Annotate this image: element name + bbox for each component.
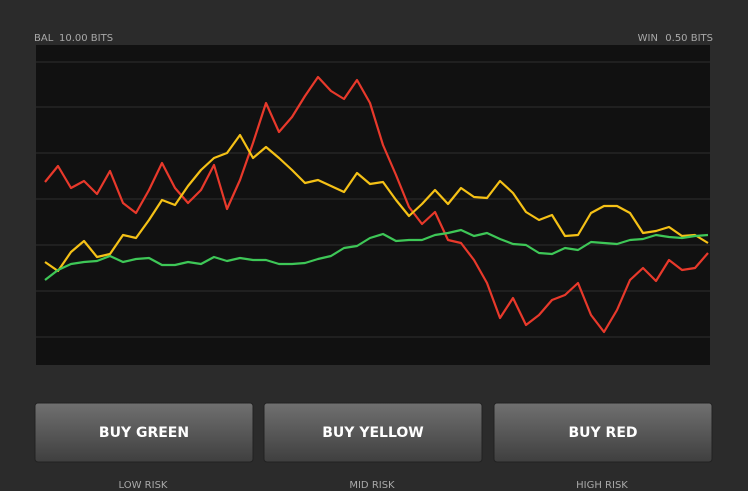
buy-button[interactable]: BUY GREEN (34, 402, 254, 463)
balance-label: BAL (34, 33, 54, 44)
buy-button[interactable]: BUY YELLOW (263, 402, 483, 463)
button-face[interactable] (34, 402, 254, 463)
win-value: 0.50 BITS (665, 33, 713, 44)
button-label[interactable]: BUY YELLOW (322, 425, 423, 441)
series-line (44, 75, 709, 334)
balance-value: 10.00 BITS (59, 33, 113, 44)
button-face[interactable] (263, 402, 483, 463)
risk-label: HIGH RISK (576, 480, 628, 491)
button-label[interactable]: BUY RED (568, 425, 637, 441)
series-line (44, 228, 709, 281)
buttons: BUY GREEN LOW RISK BUY YELLOW MID RISK BUY R… (34, 402, 713, 491)
risk-label: MID RISK (349, 480, 395, 491)
button-face[interactable] (493, 402, 713, 463)
lines (44, 75, 709, 334)
grid (36, 61, 710, 338)
buy-button[interactable]: BUY RED (493, 402, 713, 463)
chart-area (36, 45, 710, 365)
risk-label: LOW RISK (119, 480, 168, 491)
win-label: WIN (638, 33, 658, 44)
button-label[interactable]: BUY GREEN (99, 425, 189, 441)
series-line (44, 133, 709, 273)
